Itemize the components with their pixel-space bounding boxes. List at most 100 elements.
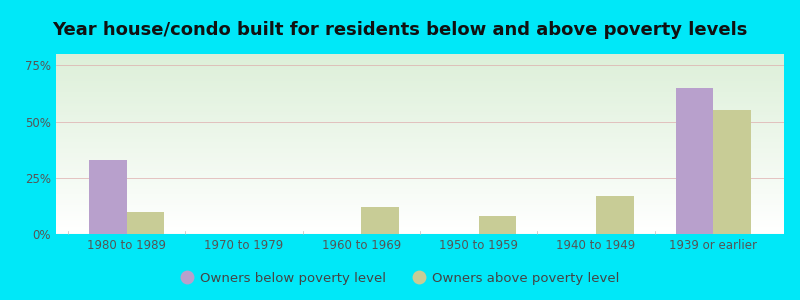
Bar [56, 144, 784, 146]
Bar [56, 61, 784, 63]
Bar [56, 88, 784, 90]
Bar [56, 158, 784, 160]
Bar [56, 155, 784, 157]
Bar [56, 169, 784, 171]
Legend: Owners below poverty level, Owners above poverty level: Owners below poverty level, Owners above… [175, 266, 625, 290]
Bar [56, 65, 784, 67]
Bar [56, 166, 784, 167]
Bar [56, 171, 784, 173]
Bar [56, 128, 784, 130]
Bar [56, 67, 784, 68]
Bar [56, 189, 784, 191]
Text: Year house/condo built for residents below and above poverty levels: Year house/condo built for residents bel… [52, 21, 748, 39]
Bar [56, 194, 784, 196]
Bar [714, 110, 751, 234]
Bar [56, 142, 784, 144]
Bar [56, 193, 784, 194]
Bar [56, 212, 784, 214]
Bar [56, 167, 784, 169]
Bar [362, 207, 399, 234]
Bar [56, 229, 784, 230]
Bar [56, 122, 784, 124]
Bar [56, 63, 784, 65]
Bar [56, 175, 784, 176]
Bar [56, 130, 784, 131]
Bar [56, 101, 784, 103]
Bar [56, 153, 784, 155]
Bar [56, 149, 784, 151]
Bar [56, 140, 784, 142]
Bar [56, 146, 784, 148]
Bar [56, 151, 784, 153]
Bar [56, 173, 784, 175]
Bar [56, 106, 784, 108]
Bar [56, 131, 784, 133]
Bar [56, 103, 784, 104]
Bar [56, 148, 784, 149]
Bar [56, 92, 784, 94]
Bar [56, 133, 784, 135]
Bar [56, 94, 784, 95]
Bar [56, 124, 784, 126]
Bar [56, 95, 784, 97]
Bar [56, 119, 784, 121]
Bar [56, 182, 784, 184]
Bar [56, 207, 784, 209]
Bar [56, 214, 784, 216]
Bar [56, 104, 784, 106]
Bar [56, 121, 784, 122]
Bar [56, 72, 784, 74]
Bar [56, 157, 784, 158]
Bar [56, 196, 784, 198]
Bar [56, 81, 784, 83]
Bar [56, 83, 784, 85]
Bar [56, 126, 784, 128]
Bar [56, 221, 784, 223]
Bar [56, 205, 784, 207]
Bar [56, 184, 784, 185]
Bar [56, 227, 784, 229]
Bar [56, 232, 784, 234]
Bar [56, 90, 784, 92]
Bar [56, 74, 784, 76]
Bar [56, 54, 784, 56]
Bar [56, 162, 784, 164]
Bar [56, 200, 784, 202]
Bar [56, 202, 784, 203]
Bar [56, 187, 784, 189]
Bar [56, 77, 784, 79]
Bar [56, 220, 784, 221]
Bar [56, 225, 784, 227]
Bar [56, 97, 784, 99]
Bar [56, 164, 784, 166]
Bar [56, 56, 784, 58]
Bar [56, 99, 784, 101]
Bar [56, 180, 784, 182]
Bar [56, 223, 784, 225]
Bar [676, 88, 714, 234]
Bar [56, 191, 784, 193]
Bar [478, 216, 516, 234]
Bar [56, 185, 784, 187]
Bar [56, 86, 784, 88]
Bar [56, 135, 784, 137]
Bar [56, 198, 784, 200]
Bar [56, 58, 784, 59]
Bar [126, 212, 164, 234]
Bar [56, 137, 784, 139]
Bar [56, 85, 784, 86]
Bar [56, 139, 784, 140]
Bar [56, 160, 784, 162]
Bar [56, 216, 784, 218]
Bar [56, 110, 784, 112]
Bar [56, 112, 784, 113]
Bar [56, 209, 784, 211]
Bar [56, 218, 784, 220]
Bar [596, 196, 634, 234]
Bar [56, 117, 784, 119]
Bar [56, 70, 784, 72]
Bar [56, 211, 784, 212]
Bar [56, 115, 784, 117]
Bar [56, 76, 784, 77]
Bar [56, 178, 784, 180]
